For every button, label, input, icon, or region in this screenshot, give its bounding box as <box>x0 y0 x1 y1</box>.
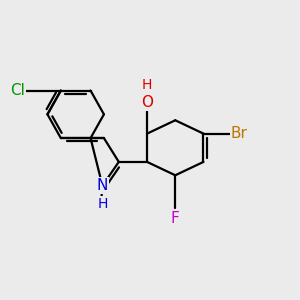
Text: Cl: Cl <box>10 83 25 98</box>
Text: O: O <box>141 95 153 110</box>
Text: H: H <box>97 197 108 211</box>
Text: Br: Br <box>231 126 248 141</box>
Text: H: H <box>142 78 152 92</box>
Text: F: F <box>171 211 180 226</box>
Text: N: N <box>97 178 108 193</box>
